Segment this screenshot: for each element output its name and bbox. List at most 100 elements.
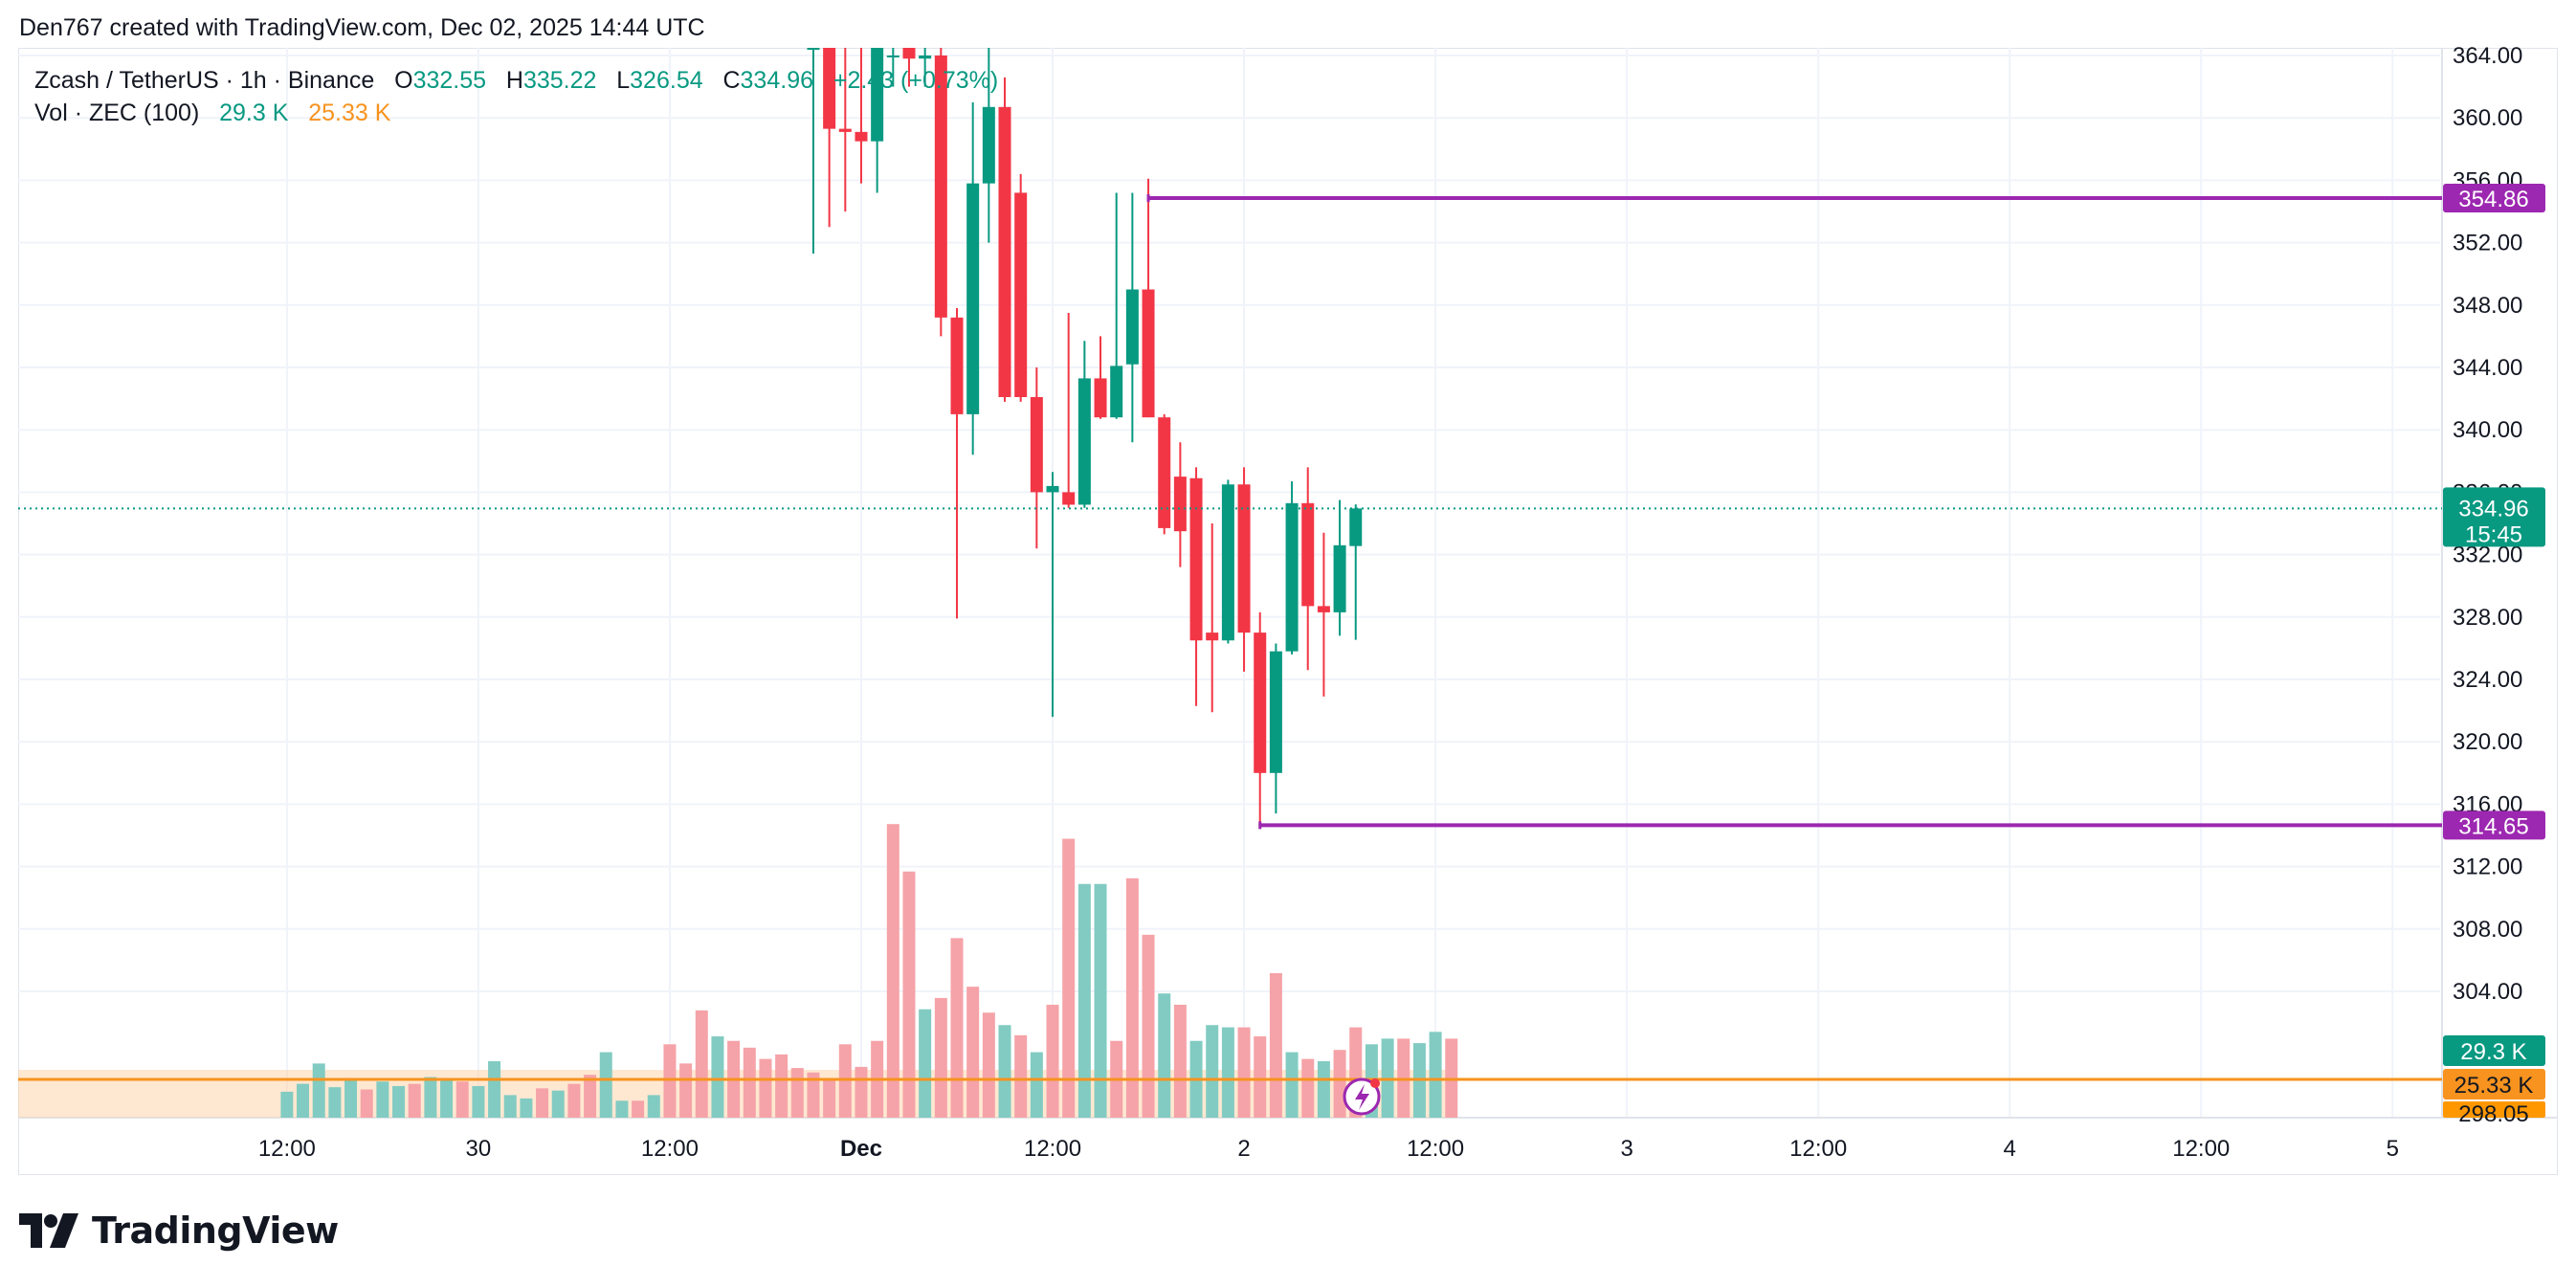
volume-bar	[424, 1077, 437, 1118]
volume-bar	[966, 987, 980, 1118]
candle-body	[1173, 477, 1187, 532]
ohlc-legend[interactable]: Zcash / TetherUS · 1h · Binance O332.55 …	[34, 67, 998, 95]
open-label: O	[394, 67, 413, 94]
candle-body	[1317, 606, 1330, 612]
volume-bar	[472, 1085, 485, 1118]
lightning-icon-bolt	[1355, 1084, 1369, 1110]
tradingview-logo[interactable]: TradingView	[19, 1208, 339, 1254]
candle	[871, 48, 884, 193]
candle	[1254, 611, 1267, 827]
volume-bar	[1317, 1061, 1330, 1118]
volume-ma-badge-text: 25.33 K	[2454, 1073, 2534, 1099]
candle-body	[1062, 492, 1076, 505]
candle	[982, 48, 995, 243]
level-price-badge-text: 354.86	[2458, 187, 2528, 212]
candle-body	[1206, 633, 1219, 641]
volume-legend[interactable]: Vol · ZEC (100) 29.3 K 25.33 K	[34, 100, 390, 127]
volume-bar	[1254, 1036, 1267, 1118]
volume-bar	[455, 1081, 469, 1118]
candle	[1189, 467, 1203, 706]
candle	[1237, 467, 1251, 672]
candle	[1046, 472, 1059, 718]
high-value: 335.22	[522, 67, 597, 94]
close-value: 334.96	[740, 67, 813, 94]
price-tick-label: 340.00	[2453, 417, 2522, 443]
time-tick-label: Dec	[840, 1136, 882, 1162]
open-value: 332.55	[412, 67, 487, 94]
volume-bar	[679, 1063, 693, 1118]
candle-body	[1110, 366, 1123, 418]
horizontal-levels	[18, 193, 2442, 830]
volume-bar	[823, 1077, 836, 1118]
volume-ma-badge	[2443, 1069, 2545, 1099]
volume-bar	[1077, 883, 1091, 1118]
volume-bar	[902, 871, 916, 1118]
price-tick-label: 312.00	[2453, 855, 2522, 880]
volume-last-badge-text: 29.3 K	[2460, 1039, 2526, 1065]
volume-bar	[599, 1052, 612, 1118]
candle	[1269, 643, 1282, 814]
candle	[1173, 442, 1187, 567]
time-tick-label: 12:00	[2172, 1136, 2230, 1162]
volume-bar	[950, 938, 964, 1118]
volume-bar	[647, 1095, 660, 1118]
candle	[998, 77, 1011, 402]
price-chart[interactable]: 364.00360.00356.00352.00348.00344.00340.…	[0, 0, 2576, 1187]
candle-body	[838, 128, 852, 132]
level-price-badge	[2443, 811, 2545, 840]
price-tick-label: 324.00	[2453, 667, 2522, 693]
candle	[838, 48, 852, 211]
candle	[919, 48, 932, 87]
time-tick-label: 12:00	[1024, 1136, 1081, 1162]
candle-body	[1142, 289, 1155, 418]
candle	[1062, 312, 1076, 508]
price-tick-label: 352.00	[2453, 231, 2522, 256]
candle-body	[982, 106, 995, 184]
low-label: L	[616, 67, 631, 94]
candle	[1125, 192, 1139, 443]
volume-bar	[503, 1095, 517, 1118]
time-tick-label: 30	[466, 1136, 492, 1162]
candle-body	[950, 317, 964, 414]
volume-label[interactable]: Vol · ZEC (100)	[34, 100, 200, 126]
volume-bar	[1429, 1032, 1442, 1118]
volume-bar	[1125, 877, 1139, 1118]
volume-bar	[536, 1088, 549, 1118]
close-label: C	[722, 67, 741, 94]
volume-bar	[312, 1063, 325, 1118]
volume-bar	[663, 1044, 677, 1118]
candle	[1094, 336, 1107, 419]
candle	[1110, 192, 1123, 419]
countdown-badge-text: 15:45	[2465, 522, 2522, 547]
volume-bar	[1206, 1025, 1219, 1118]
volume-bar	[1094, 883, 1107, 1118]
volume-bar	[584, 1075, 597, 1118]
candle	[950, 308, 964, 619]
volume-bar	[360, 1089, 373, 1118]
time-tick-label: 12:00	[258, 1136, 316, 1162]
volume-bar	[520, 1098, 533, 1118]
volume-bar	[1237, 1027, 1251, 1118]
candle-body	[1030, 396, 1043, 493]
volume-bar	[775, 1054, 788, 1118]
volume-bar	[280, 1091, 294, 1118]
symbol-label[interactable]: Zcash / TetherUS · 1h · Binance	[34, 67, 375, 94]
candle	[934, 48, 947, 337]
change-value: +2.43 (+0.73%)	[833, 67, 999, 94]
tradingview-brand: TradingView	[92, 1210, 339, 1252]
candle-body	[966, 183, 980, 414]
volume-pane	[18, 824, 1458, 1118]
candle-body	[1301, 502, 1315, 607]
volume-bar	[711, 1036, 724, 1118]
volume-bar	[1062, 838, 1076, 1118]
time-tick-label: 12:00	[1407, 1136, 1464, 1162]
time-tick-label: 2	[1237, 1136, 1250, 1162]
volume-bar	[376, 1081, 389, 1118]
volume-bar	[1173, 1005, 1187, 1118]
candle	[1349, 504, 1363, 640]
candle-body	[1077, 378, 1091, 505]
volume-bar	[807, 1072, 820, 1118]
volume-bar	[855, 1066, 868, 1118]
volume-bar	[1301, 1058, 1315, 1118]
price-tick-label: 364.00	[2453, 43, 2522, 69]
